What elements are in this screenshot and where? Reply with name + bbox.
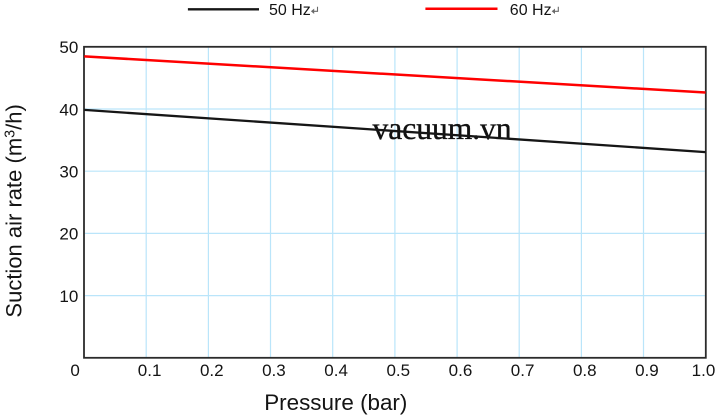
svg-text:0.6: 0.6 bbox=[449, 361, 473, 380]
svg-text:40: 40 bbox=[59, 100, 78, 119]
svg-text:0.7: 0.7 bbox=[511, 361, 535, 380]
svg-text:0: 0 bbox=[70, 361, 79, 380]
svg-text:10: 10 bbox=[59, 287, 78, 306]
svg-text:0.8: 0.8 bbox=[573, 361, 597, 380]
svg-text:50: 50 bbox=[59, 38, 78, 57]
svg-text:20: 20 bbox=[59, 225, 78, 244]
svg-text:50 Hz: 50 Hz bbox=[269, 2, 311, 19]
svg-text:1.0: 1.0 bbox=[692, 361, 716, 380]
svg-text:vacuum.vn: vacuum.vn bbox=[373, 111, 512, 146]
svg-text:30: 30 bbox=[59, 163, 78, 182]
svg-text:0.1: 0.1 bbox=[138, 361, 162, 380]
svg-text:0.9: 0.9 bbox=[635, 361, 659, 380]
svg-text:0.5: 0.5 bbox=[386, 361, 410, 380]
svg-text:Suction air rate (m3/h): Suction air rate (m3/h) bbox=[2, 104, 27, 317]
svg-text:0.2: 0.2 bbox=[200, 361, 224, 380]
svg-text:Pressure (bar): Pressure (bar) bbox=[264, 390, 407, 415]
svg-text:0.3: 0.3 bbox=[262, 361, 286, 380]
svg-text:0.4: 0.4 bbox=[324, 361, 348, 380]
svg-text:60 Hz: 60 Hz bbox=[510, 2, 552, 19]
